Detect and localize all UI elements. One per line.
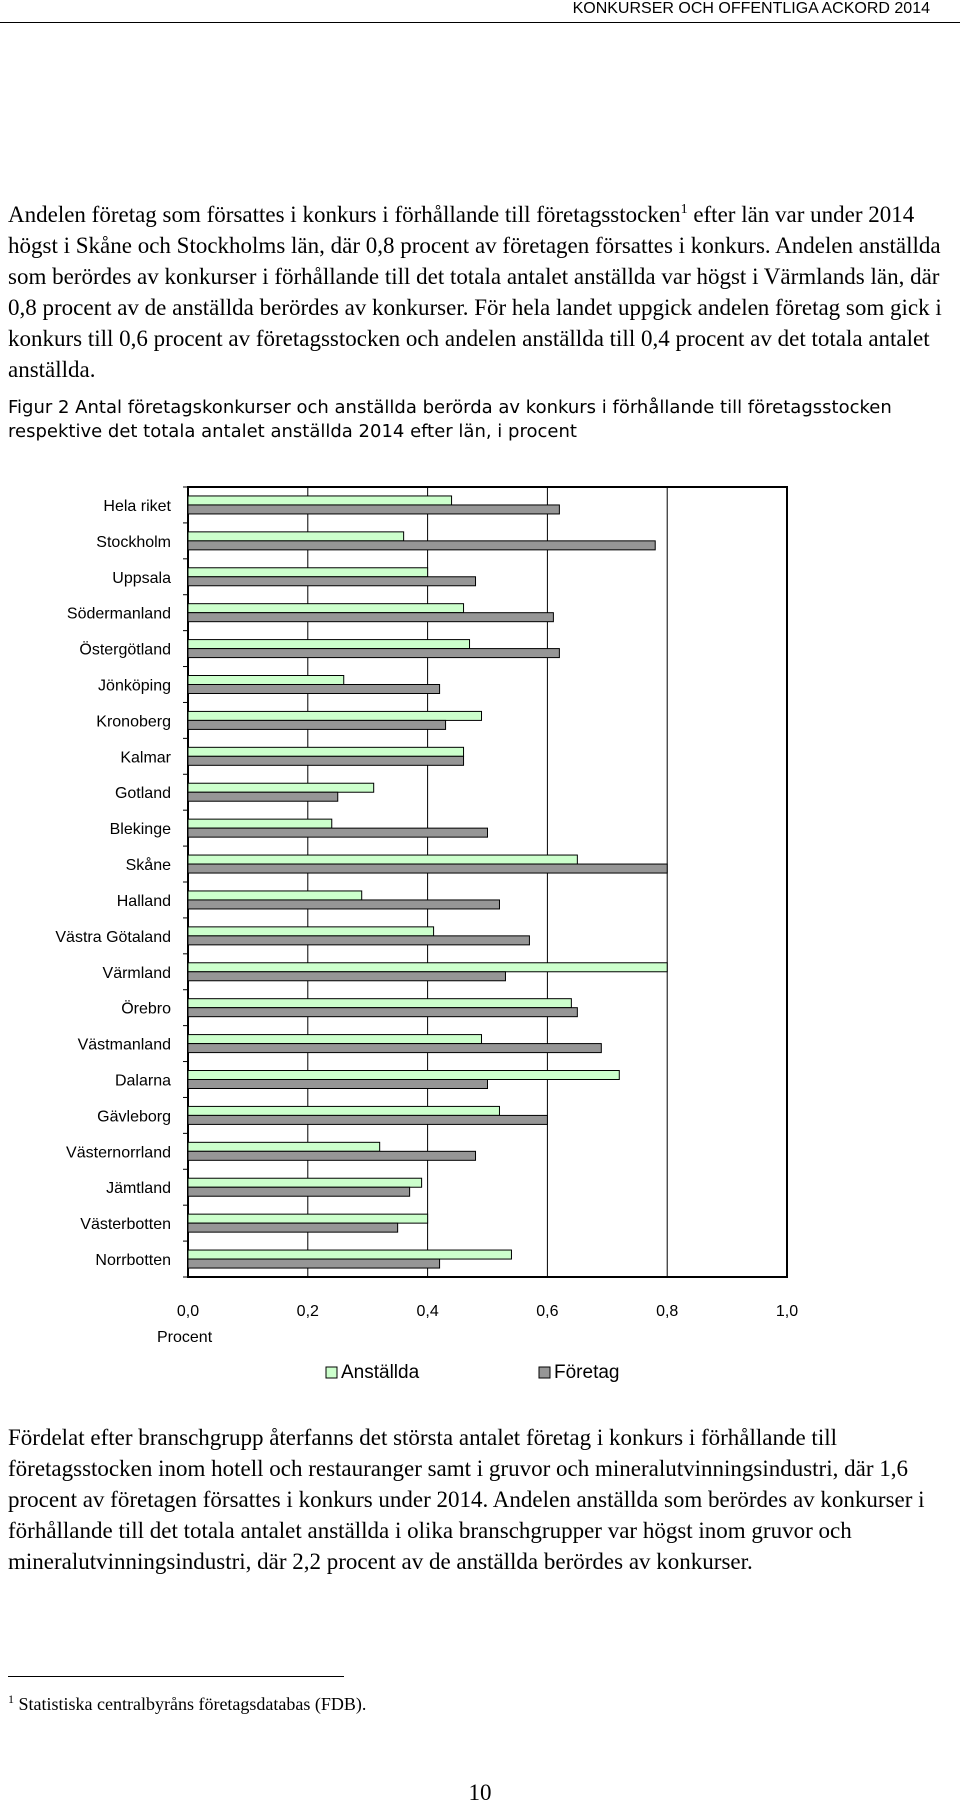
bar-foretag — [187, 1186, 411, 1197]
category-label: Hela riket — [103, 498, 171, 515]
bar-foretag — [187, 1222, 399, 1233]
category-label: Kalmar — [120, 749, 171, 766]
chart-legend: Anställda Företag — [325, 1362, 619, 1383]
chart-bars — [187, 495, 668, 1269]
bar-anstallda — [187, 531, 405, 542]
bar-foretag — [187, 971, 506, 982]
bar-foretag — [187, 719, 447, 730]
category-label: Jämtland — [106, 1180, 171, 1197]
category-label: Östergötland — [79, 641, 171, 659]
category-label: Skåne — [126, 856, 171, 874]
category-label: Norrbotten — [95, 1252, 171, 1269]
category-label: Kronoberg — [96, 713, 171, 730]
intro-paragraph: Andelen företag som försattes i konkurs … — [8, 199, 953, 385]
bar-anstallda — [187, 818, 333, 829]
y-axis-ticks — [183, 486, 188, 1278]
x-tick-label: 1,0 — [776, 1303, 798, 1320]
bar-foretag — [187, 1007, 578, 1018]
footnote-text: Statistiska centralbyråns företagsdataba… — [14, 1694, 367, 1714]
category-label: Stockholm — [96, 534, 171, 551]
category-label: Halland — [117, 893, 171, 910]
category-label: Örebro — [121, 1000, 171, 1018]
bar-anstallda — [187, 854, 578, 865]
bar-anstallda — [187, 1141, 381, 1152]
bar-foretag — [187, 612, 554, 623]
bar-anstallda — [187, 1249, 512, 1260]
bar-foretag — [187, 791, 339, 802]
bar-foretag — [187, 576, 477, 587]
category-label: Gävleborg — [97, 1108, 171, 1125]
bar-anstallda — [187, 639, 471, 650]
x-tick-label: 0,8 — [656, 1303, 678, 1320]
bar-foretag — [187, 684, 441, 694]
bar-anstallda — [187, 962, 668, 973]
bar-foretag — [187, 899, 500, 910]
x-tick-label: 0,2 — [297, 1303, 319, 1320]
category-label: Uppsala — [112, 570, 171, 587]
category-label: Södermanland — [67, 606, 171, 623]
bar-foretag — [187, 935, 530, 946]
bar-foretag — [187, 504, 560, 515]
category-label: Västernorrland — [66, 1144, 171, 1161]
bar-foretag — [187, 540, 656, 551]
legend-swatch — [538, 1366, 551, 1379]
bar-foretag — [187, 827, 488, 838]
x-tick-label: 0,6 — [536, 1303, 558, 1320]
running-header: KONKURSER OCH OFFENTLIGA ACKORD 2014 — [572, 0, 930, 17]
bar-anstallda — [187, 1105, 500, 1116]
footnote-rule — [8, 1676, 344, 1677]
x-tick-labels: 0,0 0,2 0,4 0,6 0,8 1,0 — [177, 1303, 798, 1320]
bar-foretag — [187, 1043, 602, 1054]
bar-foretag — [187, 1114, 548, 1125]
category-label: Värmland — [103, 965, 171, 982]
footnote: 1 Statistiska centralbyråns företagsdata… — [8, 1692, 367, 1715]
bar-anstallda — [187, 567, 429, 578]
bar-foretag — [187, 755, 465, 766]
category-label: Västmanland — [78, 1037, 171, 1054]
x-axis-title: Procent — [157, 1329, 213, 1346]
bar-foretag — [187, 1150, 477, 1161]
legend-label: Företag — [554, 1362, 619, 1383]
bar-anstallda — [187, 1213, 429, 1224]
page-number: 10 — [468, 1780, 492, 1805]
footnote-ref[interactable]: 1 — [680, 202, 688, 217]
bar-anstallda — [187, 495, 453, 506]
bar-anstallda — [187, 746, 465, 757]
branch-paragraph: Fördelat efter branschgrupp återfanns de… — [8, 1425, 925, 1574]
category-label: Västerbotten — [80, 1216, 171, 1233]
bar-anstallda — [187, 1034, 483, 1045]
bar-anstallda — [187, 1177, 423, 1188]
category-label: Gotland — [115, 785, 171, 802]
header-rule — [0, 22, 960, 23]
category-labels: Hela riket Stockholm Uppsala Södermanland Ös… — [55, 498, 171, 1269]
bar-anstallda — [187, 998, 572, 1009]
category-label: Västra Götaland — [55, 929, 171, 946]
x-tick-label: 0,0 — [177, 1303, 199, 1320]
bar-anstallda — [187, 710, 483, 721]
bar-anstallda — [187, 603, 465, 614]
bar-foretag — [187, 648, 560, 659]
x-tick-label: 0,4 — [416, 1303, 438, 1320]
intro-text-before: Andelen företag som försattes i konkurs … — [8, 202, 681, 227]
bar-anstallda — [187, 926, 435, 937]
category-label: Jönköping — [98, 678, 171, 695]
legend-swatch — [325, 1366, 338, 1379]
bar-foretag — [187, 1079, 488, 1089]
category-label: Blekinge — [110, 821, 171, 838]
bar-anstallda — [187, 782, 375, 793]
legend-label: Anställda — [341, 1362, 420, 1383]
footnote-number: 1 — [8, 1692, 14, 1706]
bar-foretag — [187, 863, 668, 874]
bar-anstallda — [187, 675, 345, 685]
bar-chart: Hela riket Stockholm Uppsala Södermanland Ös… — [55, 486, 798, 1383]
bar-foretag — [187, 1258, 441, 1269]
bar-anstallda — [187, 1070, 620, 1080]
category-label: Dalarna — [115, 1073, 171, 1090]
intro-text-after: efter län var under 2014 högst i Skåne o… — [8, 202, 942, 382]
bar-anstallda — [187, 890, 363, 901]
figure-caption: Figur 2 Antal företagskonkurser och anst… — [8, 397, 892, 442]
